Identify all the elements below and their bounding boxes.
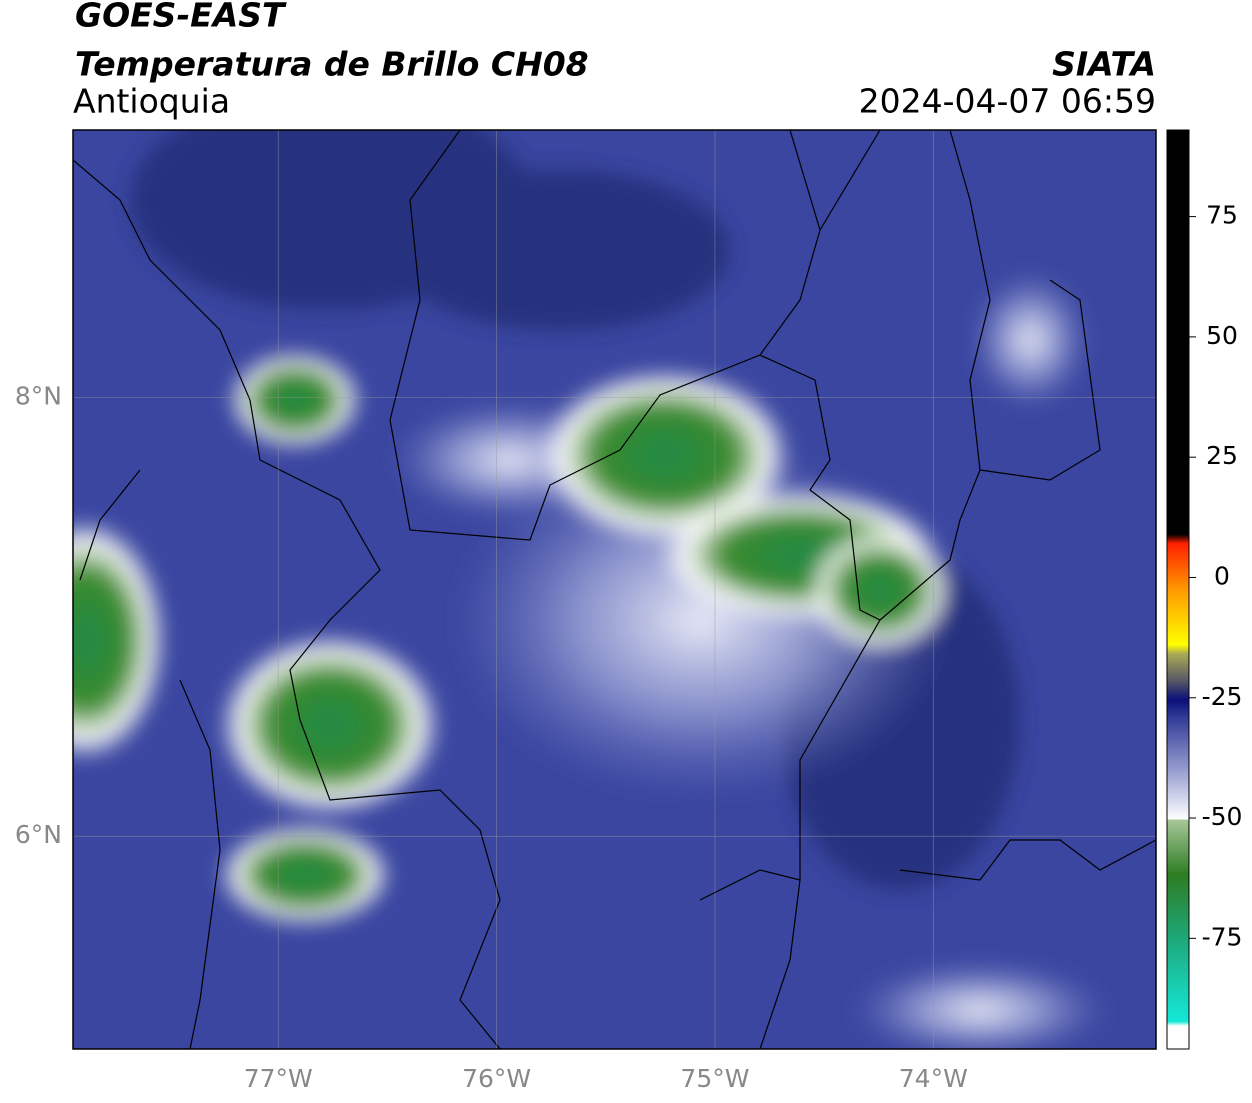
source: SIATA <box>1052 45 1156 84</box>
map <box>73 130 1156 1049</box>
x-tick-label: 74°W <box>899 1064 968 1093</box>
y-tick-label: 8°N <box>15 382 62 411</box>
colorbar-tick-label: -25 <box>1202 682 1243 711</box>
subtitle: Temperatura de Brillo CH08 <box>75 45 589 84</box>
colorbar-tick-label: 0 <box>1214 561 1230 590</box>
title: GOES-EAST <box>75 0 287 35</box>
colorbar-tick-label: 75 <box>1206 201 1238 230</box>
map-frame <box>72 129 1157 1050</box>
x-tick-label: 76°W <box>462 1064 531 1093</box>
cloud-field <box>73 130 1110 1049</box>
datetime: 2024-04-07 06:59 <box>859 82 1156 121</box>
colorbar-tick-label: -75 <box>1202 922 1243 951</box>
borders <box>73 130 1156 1049</box>
region: Antioquia <box>73 82 230 121</box>
colorbar-tick-label: 50 <box>1206 321 1238 350</box>
x-tick-label: 75°W <box>680 1064 749 1093</box>
y-tick-label: 6°N <box>15 820 62 849</box>
colorbar-tick-label: 25 <box>1206 441 1238 470</box>
colorbar <box>1166 129 1190 1050</box>
colorbar-tick-label: -50 <box>1202 802 1243 831</box>
x-tick-label: 77°W <box>244 1064 313 1093</box>
